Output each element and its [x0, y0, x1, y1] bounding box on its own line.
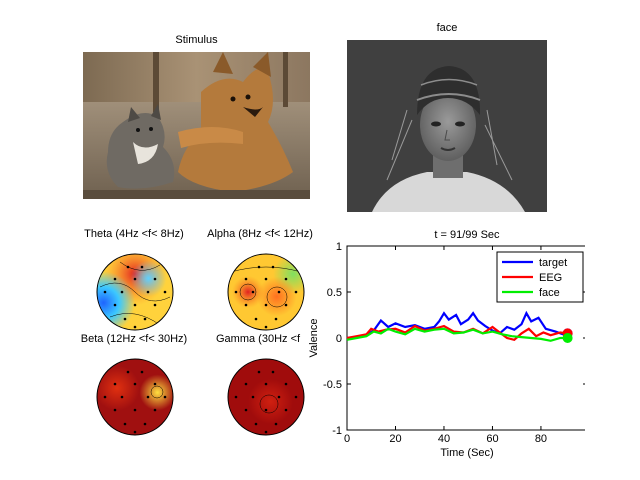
y-tick-label: 0.5 — [327, 287, 342, 299]
y-tick-label: 1 — [336, 241, 342, 253]
series-line-target — [346, 310, 568, 340]
stimulus-title: Stimulus — [175, 34, 218, 46]
topomap-alpha — [227, 253, 305, 331]
x-tick-label: 0 — [344, 433, 350, 445]
y-tick-label: 0 — [336, 333, 342, 345]
legend: target EEG face — [496, 251, 584, 303]
current-point-face — [562, 333, 573, 343]
x-tick-label: 60 — [486, 433, 498, 445]
stimulus-video-frame — [83, 52, 310, 199]
x-axis-label: Time (Sec) — [440, 447, 493, 459]
legend-label-eeg: EEG — [539, 272, 562, 284]
face-title: face — [436, 22, 458, 34]
topomap-theta-title: Theta (4Hz <f< 8Hz) — [84, 228, 184, 240]
legend-label-target: target — [539, 257, 567, 269]
y-axis-label: Valence — [308, 319, 320, 358]
y-tick-label: -0.5 — [323, 379, 342, 391]
x-tick-label: 20 — [389, 433, 401, 445]
series-line-face — [346, 327, 568, 342]
legend-label-face: face — [539, 287, 560, 299]
topomap-gamma-title: Gamma (30Hz <f — [216, 333, 301, 345]
topomap-alpha-title: Alpha (8Hz <f< 12Hz) — [207, 228, 313, 240]
topomap-beta-title: Beta (12Hz <f< 30Hz) — [80, 333, 188, 345]
y-tick-label: -1 — [332, 425, 342, 437]
valence-chart: t = 91/99 Sec 0 20 40 60 80 -1 -0.5 0 0.5 1 targe… — [308, 229, 585, 459]
x-tick-label: 40 — [438, 433, 450, 445]
face-video-frame — [347, 40, 547, 212]
x-tick-label: 80 — [535, 433, 547, 445]
chart-title: t = 91/99 Sec — [434, 229, 500, 241]
topomap-theta — [96, 253, 174, 331]
topomap-gamma — [227, 358, 305, 436]
topomap-beta — [96, 358, 174, 436]
